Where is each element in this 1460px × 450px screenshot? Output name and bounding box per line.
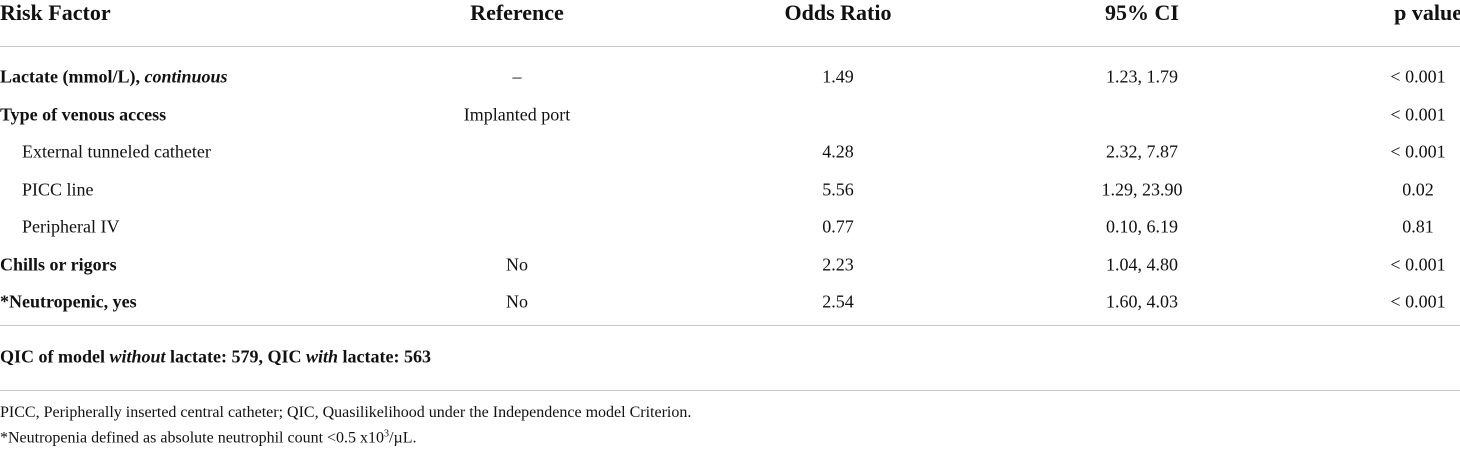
note-rule [0, 390, 1460, 391]
cell-text: 0.81 [1402, 216, 1434, 237]
cell-text: No [506, 291, 528, 312]
body-rule [0, 325, 1460, 326]
cell-value: 1.23, 1.79 [1106, 67, 1178, 88]
cell-text: < 0.001 [1390, 141, 1446, 162]
row-label: External tunneled catheter [22, 142, 211, 163]
cell-value: 4.28 [822, 142, 854, 163]
label-part: Type of venous access [0, 104, 167, 124]
cell-value: < 0.001 [1390, 142, 1445, 163]
row-label: PICC line [22, 179, 94, 200]
cell-text: 4.28 [822, 141, 854, 162]
cell-text: Peripheral IV [22, 216, 120, 237]
header-text: 95% CI [1105, 0, 1179, 25]
cell-text: Implanted port [463, 104, 571, 124]
cell-value: 1.29, 23.90 [1102, 179, 1183, 200]
cell-text: < 0.001 [1390, 104, 1446, 124]
note-part: with [306, 346, 339, 367]
cell-value: 5.56 [822, 179, 854, 200]
row-label: *Neutropenic, yes [0, 292, 137, 313]
cell-text: < 0.001 [1390, 254, 1446, 274]
note-part: QIC of model [0, 346, 110, 367]
cell-text: 0.02 [1402, 179, 1434, 199]
note-part: lactate: 579, QIC [165, 346, 306, 367]
cell-text: < 0.001 [1390, 66, 1446, 87]
header-text: Reference [470, 0, 564, 25]
header-rule [0, 46, 1460, 47]
footnote-part: PICC, Peripherally inserted central cath… [0, 404, 692, 421]
cell-value: < 0.001 [1390, 104, 1445, 125]
cell-text: 1.29, 23.90 [1101, 179, 1183, 199]
cell-value: 2.23 [822, 254, 854, 275]
header-cell: Risk Factor [0, 0, 111, 26]
cell-text: < 0.001 [1390, 291, 1446, 312]
cell-value: 0.02 [1402, 179, 1434, 200]
row-label: Peripheral IV [22, 217, 119, 238]
footnote: *Neutropenia defined as absolute neutrop… [0, 428, 416, 447]
cell-value: < 0.001 [1390, 67, 1445, 88]
label-part: Lactate (mmol/L), [0, 66, 145, 87]
label-part: *Neutropenic, yes [0, 291, 137, 312]
header-cell: Odds Ratio [785, 0, 892, 26]
footnote-part: 3 [384, 428, 390, 440]
label-part: Chills or rigors [0, 254, 117, 274]
footnote: PICC, Peripherally inserted central cath… [0, 404, 691, 422]
cell-value: 0.77 [822, 217, 854, 238]
header-cell: p value [1394, 0, 1460, 26]
cell-text: 2.23 [822, 254, 854, 274]
cell-value: 1.49 [822, 67, 854, 88]
cell-text: 1.60, 4.03 [1106, 291, 1178, 312]
cell-text: PICC line [22, 179, 94, 199]
note-part: lactate: 563 [338, 346, 431, 367]
cell-text: 2.54 [822, 291, 854, 312]
header-text: p value [1394, 0, 1460, 25]
cell-text: No [506, 254, 528, 274]
cell-value: No [506, 292, 528, 313]
row-label: Lactate (mmol/L), continuous [0, 67, 228, 88]
cell-text: 1.49 [822, 66, 854, 87]
cell-text: – [512, 66, 522, 87]
cell-value: 0.81 [1402, 217, 1434, 238]
row-label: Chills or rigors [0, 254, 117, 275]
cell-value: Implanted port [464, 104, 570, 125]
cell-value: – [513, 67, 522, 88]
cell-text: 0.10, 6.19 [1106, 216, 1178, 237]
cell-value: 1.60, 4.03 [1106, 292, 1178, 313]
cell-value: 0.10, 6.19 [1106, 217, 1178, 238]
cell-text: 1.04, 4.80 [1106, 254, 1178, 274]
cell-text: 2.32, 7.87 [1106, 141, 1178, 162]
cell-value: No [506, 254, 528, 275]
label-part: continuous [144, 66, 228, 87]
cell-text: 1.23, 1.79 [1106, 66, 1178, 87]
model-note: QIC of model without lactate: 579, QIC w… [0, 347, 431, 368]
cell-value: 1.04, 4.80 [1106, 254, 1178, 275]
header-cell: Reference [470, 0, 564, 26]
cell-value: < 0.001 [1390, 292, 1445, 313]
cell-value: 2.54 [822, 292, 854, 313]
footnote-part: /µL. [389, 429, 417, 447]
cell-value: < 0.001 [1390, 254, 1445, 275]
row-label: Type of venous access [0, 104, 166, 125]
header-cell: 95% CI [1105, 0, 1179, 26]
note-part: without [109, 346, 166, 367]
cell-value: 2.32, 7.87 [1106, 142, 1178, 163]
header-text: Risk Factor [0, 0, 111, 25]
footnote-part: *Neutropenia defined as absolute neutrop… [0, 429, 385, 447]
cell-text: External tunneled catheter [22, 141, 211, 162]
cell-text: 0.77 [822, 216, 854, 237]
cell-text: 5.56 [822, 179, 854, 199]
header-text: Odds Ratio [784, 0, 892, 25]
